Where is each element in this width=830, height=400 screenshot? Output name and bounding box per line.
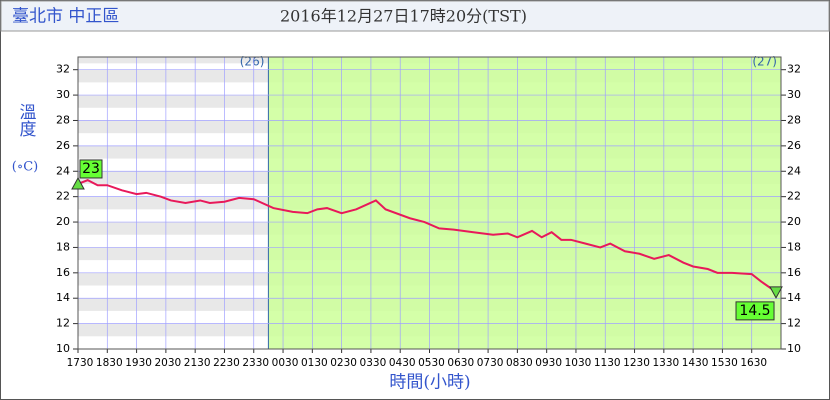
y-tick-label: 30 (56, 88, 70, 101)
y2-tick-label: 16 (787, 266, 801, 279)
plot-border (77, 56, 782, 350)
x-tick-label: 0730 (477, 357, 504, 369)
x-tick-label: 0630 (447, 357, 474, 369)
y-tick-label: 12 (56, 317, 70, 330)
annotation-label: 14.5 (739, 303, 770, 319)
x-tick-label: 0930 (535, 357, 562, 369)
x-tick-label: 0030 (272, 357, 299, 369)
x-tick-label: 0330 (360, 357, 387, 369)
day-label: (27) (752, 55, 777, 69)
y-axis-title: 溫度 (16, 103, 37, 137)
y-tick-label: 24 (56, 164, 70, 177)
x-tick-label: 1930 (125, 357, 152, 369)
x-tick-label: 2030 (155, 357, 182, 369)
x-tick-label: 1130 (594, 357, 621, 369)
annotation-box (735, 301, 775, 321)
y-tick-label: 28 (56, 113, 70, 126)
annotation-label: 23 (82, 161, 100, 177)
y-tick-label: 18 (56, 240, 70, 253)
x-tick-label: 0530 (418, 357, 445, 369)
y-axis-unit: (∘C) (12, 160, 38, 175)
y-tick-label: 14 (56, 291, 70, 304)
chart-title: 2016年12月27日17時20分(TST) (280, 7, 527, 26)
line (77, 179, 777, 293)
x-axis-title: 時間(小時) (389, 373, 470, 393)
x-tick-label: 1330 (652, 357, 679, 369)
x-tick-label: 0130 (301, 357, 328, 369)
x-tick-label: 2330 (242, 357, 269, 369)
x-tick-label: 1530 (711, 357, 738, 369)
y-tick-label: 26 (56, 139, 70, 152)
x-tick-label: 0230 (330, 357, 357, 369)
y2-tick-label: 26 (787, 139, 801, 152)
annotation-marker (71, 176, 85, 190)
x-tick-label: 1730 (67, 357, 94, 369)
day-label: (26) (240, 55, 265, 69)
y2-tick-label: 12 (787, 317, 801, 330)
x-tick-label: 0830 (506, 357, 533, 369)
x-tick-label: 1230 (623, 357, 650, 369)
y2-tick-label: 22 (787, 190, 801, 203)
y2-tick-label: 10 (787, 342, 801, 355)
y2-tick-label: 20 (787, 215, 801, 228)
y2-tick-label: 14 (787, 291, 801, 304)
x-tick-label: 0430 (389, 357, 416, 369)
y2-tick-label: 30 (787, 88, 801, 101)
location: 臺北市 中正區 (12, 7, 119, 27)
y2-tick-label: 28 (787, 113, 801, 126)
x-tick-label: 1830 (96, 357, 123, 369)
x-tick-label: 1430 (682, 357, 709, 369)
x-tick-label: 1030 (565, 357, 592, 369)
day-shade (268, 57, 781, 349)
y2-tick-label: 32 (787, 63, 801, 76)
x-tick-label: 2130 (184, 357, 211, 369)
y-tick-label: 22 (56, 190, 70, 203)
y-tick-label: 16 (56, 266, 70, 279)
y-tick-label: 32 (56, 63, 70, 76)
x-tick-label: 1630 (740, 357, 767, 369)
x-tick-label: 2230 (213, 357, 240, 369)
header (0, 0, 830, 32)
y-tick-label: 20 (56, 215, 70, 228)
annotation-box (79, 159, 103, 179)
y2-tick-label: 18 (787, 240, 801, 253)
annotation-marker (769, 286, 783, 299)
y2-tick-label: 24 (787, 164, 801, 177)
y-tick-label: 10 (56, 342, 70, 355)
